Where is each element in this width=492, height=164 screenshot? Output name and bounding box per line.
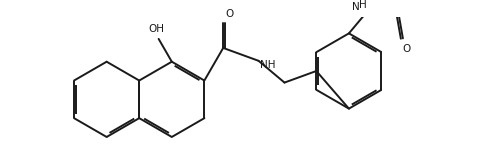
- Text: N: N: [352, 2, 360, 12]
- Text: NH: NH: [260, 60, 276, 70]
- Text: OH: OH: [149, 24, 165, 34]
- Text: O: O: [225, 9, 233, 19]
- Text: H: H: [359, 0, 367, 10]
- Text: O: O: [403, 44, 411, 54]
